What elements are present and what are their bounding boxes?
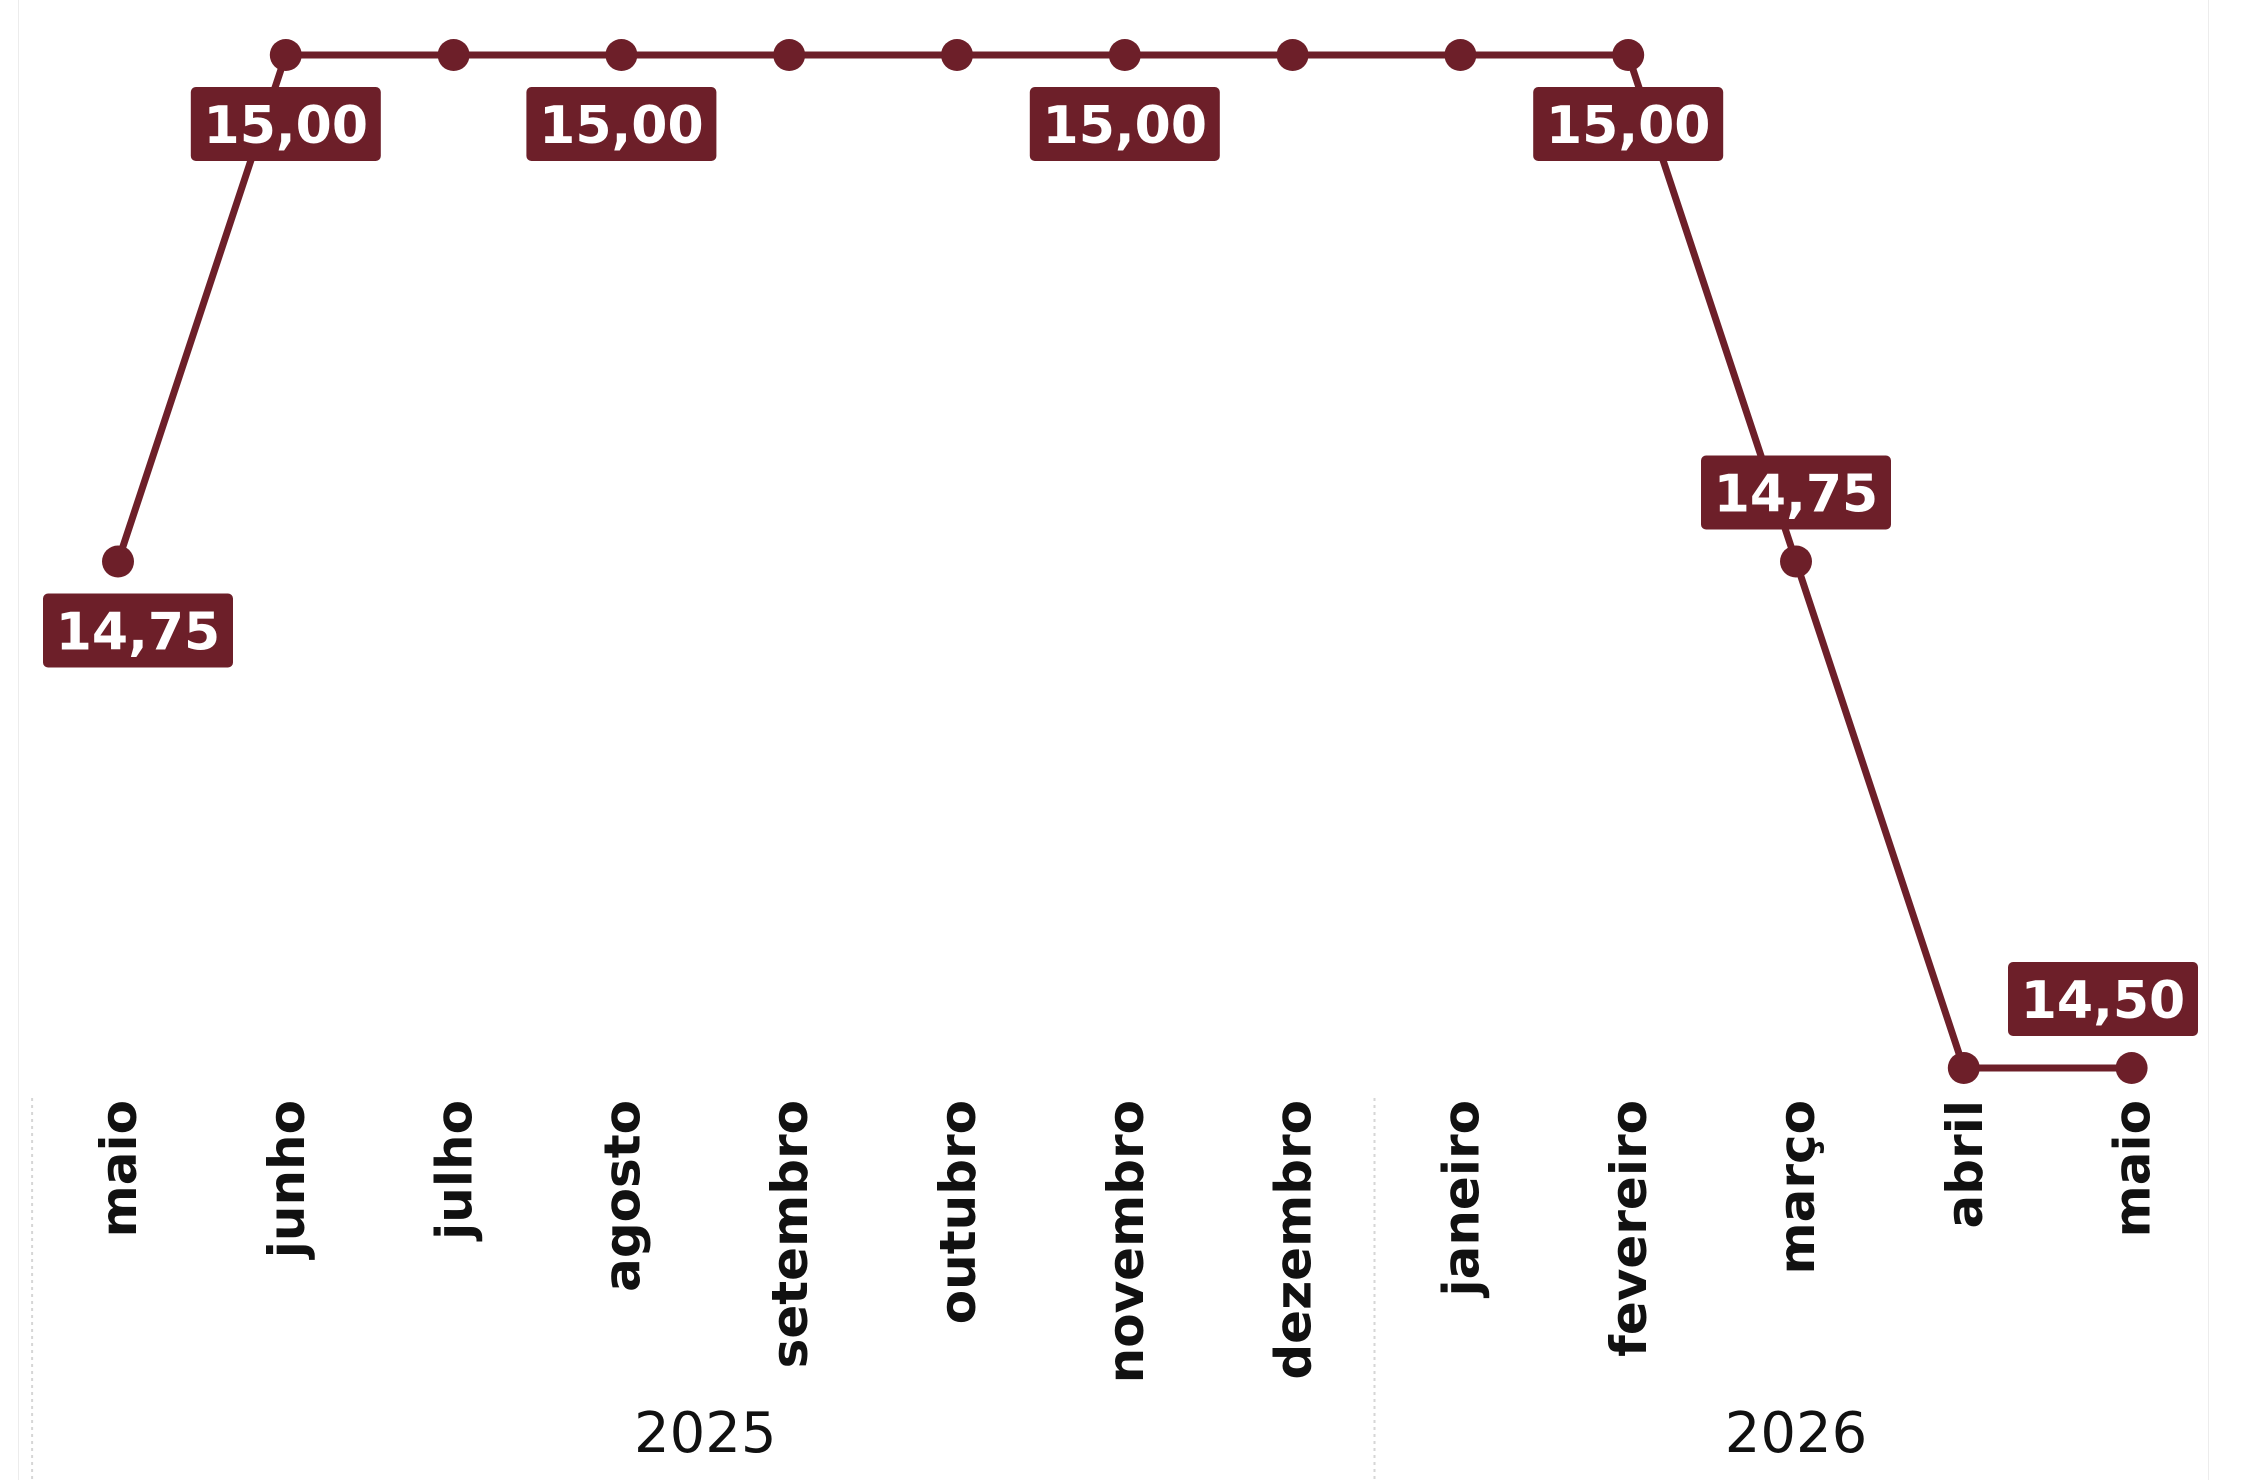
data-label-box-12 — [2008, 962, 2198, 1036]
x-tick-label-3: agosto — [593, 1100, 651, 1292]
data-point-3 — [605, 39, 638, 71]
data-point-6 — [1108, 39, 1141, 71]
data-point-1 — [269, 39, 302, 71]
points-layer — [102, 39, 2148, 1084]
data-point-10 — [1780, 545, 1812, 578]
x-tick-label-12: maio — [2104, 1100, 2162, 1237]
data-label-box-10 — [1701, 455, 1891, 530]
x-tick-label-7: dezembro — [1265, 1100, 1323, 1380]
x-tick-label-9: fevereiro — [1600, 1100, 1658, 1357]
data-label-box-9 — [1533, 87, 1724, 161]
data-point-2 — [437, 39, 470, 71]
data-label-9: 15,00 — [1546, 96, 1710, 156]
x-tick-label-5: outubro — [929, 1100, 987, 1324]
panel-left-border — [18, 0, 19, 1480]
year-label-2026: 2026 — [1725, 1401, 1868, 1466]
data-label-6: 15,00 — [1043, 96, 1207, 156]
data-point-5 — [941, 39, 973, 71]
panel-right-border — [2208, 0, 2209, 1480]
x-tick-label-10: março — [1768, 1100, 1826, 1275]
x-tick-label-4: setembro — [761, 1100, 819, 1368]
data-point-12 — [2115, 1052, 2148, 1084]
year-separators — [31, 1098, 1376, 1480]
data-point-11 — [1947, 1052, 1980, 1084]
year-label-2025: 2025 — [634, 1401, 777, 1466]
x-tick-label-6: novembro — [1097, 1100, 1155, 1383]
data-label-10: 14,75 — [1714, 465, 1878, 525]
x-axis: maio junho julho agosto setembro outubro novem… — [90, 1100, 2162, 1466]
data-label-0: 14,75 — [56, 603, 220, 663]
data-point-7 — [1276, 39, 1309, 71]
data-label-12: 14,50 — [2021, 971, 2185, 1031]
series-line — [114, 51, 2136, 1072]
data-labels-layer: 14,75 15,00 15,00 15,00 15,00 14,75 14,50 — [43, 87, 2198, 1036]
data-label-3: 15,00 — [539, 96, 703, 156]
x-tick-label-11: abril — [1936, 1100, 1994, 1228]
data-label-1: 15,00 — [204, 96, 368, 156]
x-tick-label-2: julho — [426, 1100, 484, 1242]
x-tick-label-1: junho — [258, 1100, 316, 1260]
data-point-0 — [102, 545, 134, 578]
data-label-box-0 — [43, 593, 233, 668]
data-label-box-6 — [1029, 87, 1220, 161]
data-label-box-3 — [526, 87, 717, 161]
data-point-9 — [1612, 39, 1645, 71]
data-point-8 — [1444, 39, 1477, 71]
data-label-box-1 — [190, 87, 381, 161]
series-layer — [114, 51, 2136, 1072]
data-point-4 — [773, 39, 806, 71]
x-tick-label-8: janeiro — [1432, 1100, 1490, 1299]
x-tick-label-0: maio — [90, 1100, 148, 1237]
